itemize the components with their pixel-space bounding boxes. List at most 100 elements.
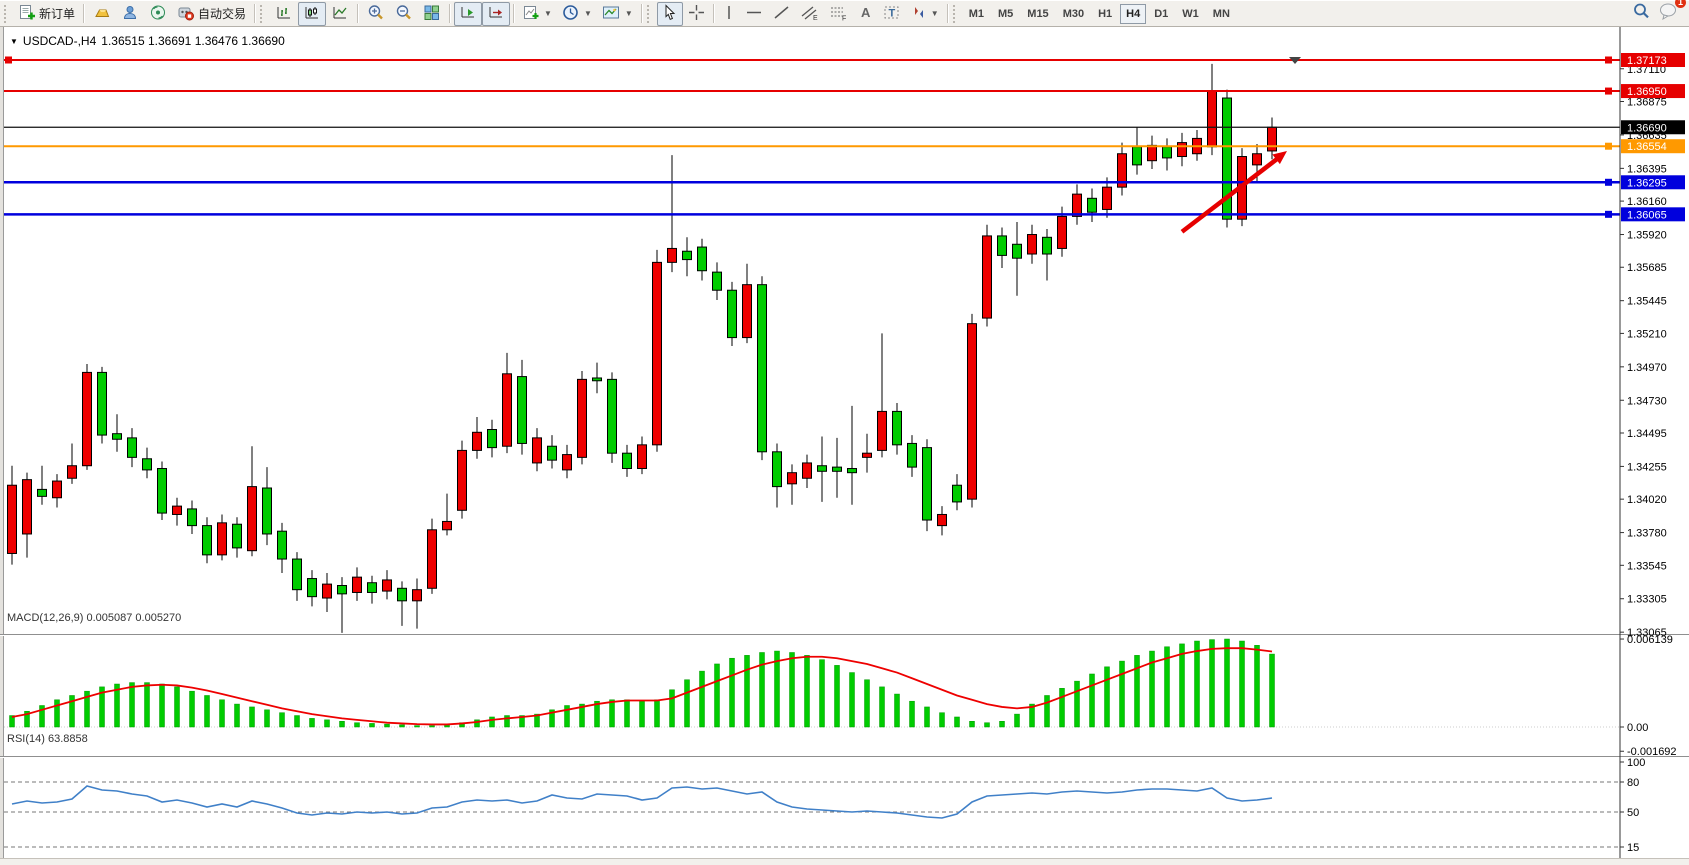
price-badge xyxy=(1621,120,1685,135)
crosshair-icon xyxy=(688,4,705,24)
candle-body xyxy=(802,462,812,479)
price-label: 1.34730 xyxy=(1627,395,1667,407)
search-icon[interactable] xyxy=(1632,2,1651,25)
timeframe-m15[interactable]: M15 xyxy=(1027,7,1049,20)
macd-bar xyxy=(129,682,135,728)
candle-body xyxy=(577,378,587,458)
bar-chart-type-button[interactable] xyxy=(270,2,298,26)
horizontal-lines-layer xyxy=(4,56,1620,218)
algo-trading-button[interactable]: 自动交易 xyxy=(172,2,251,26)
price-axis[interactable]: 1.371101.368751.366351.363951.361601.359… xyxy=(1619,27,1685,865)
timeframe-m5[interactable]: M5 xyxy=(998,7,1014,20)
horizontal-line-tool-button[interactable] xyxy=(740,2,768,26)
candle-body xyxy=(412,589,422,602)
price-badge-label: 1.36065 xyxy=(1627,209,1667,221)
candle-body xyxy=(532,437,542,464)
candle-body xyxy=(172,505,182,515)
new-order-button[interactable]: 新订单 xyxy=(14,2,80,26)
algo-trading-label: 自动交易 xyxy=(198,7,247,21)
gold-ingot-button[interactable] xyxy=(88,2,116,26)
timeframe-h4[interactable]: H4 xyxy=(1120,3,1147,24)
tile-windows-icon xyxy=(423,4,441,24)
candle-body xyxy=(382,579,392,592)
periods-button[interactable]: ▼ xyxy=(557,2,597,26)
candlestick-chart-icon xyxy=(303,4,321,24)
cursor-tool-button[interactable] xyxy=(656,1,683,26)
template-snapshot-button[interactable]: ▼ xyxy=(597,2,638,26)
new-chart-button[interactable]: ▼ xyxy=(518,2,557,26)
new-order-icon xyxy=(19,4,36,24)
equidistant-channel-tool-button[interactable]: E xyxy=(795,2,824,26)
text-label-tool-button[interactable]: T xyxy=(878,2,906,26)
vertical-line-tool-button[interactable] xyxy=(718,2,740,26)
toolbar-grip xyxy=(4,4,11,23)
candle-body xyxy=(142,458,152,471)
zoom-out-button[interactable] xyxy=(390,2,418,26)
timeframe-w1[interactable]: W1 xyxy=(1182,7,1199,20)
macd-bar xyxy=(1194,640,1200,728)
candle-body xyxy=(1072,193,1082,217)
candle-body xyxy=(202,525,212,556)
rsi-axis-label: 80 xyxy=(1627,777,1639,789)
hline-handle[interactable] xyxy=(1605,56,1612,64)
candle-body xyxy=(427,529,437,589)
tile-windows-button[interactable] xyxy=(418,2,446,26)
macd-bar xyxy=(669,689,675,728)
hline-handle[interactable] xyxy=(1605,87,1612,95)
macd-bar xyxy=(264,709,270,728)
timeframe-d1[interactable]: D1 xyxy=(1154,7,1169,20)
candle-body xyxy=(1132,146,1142,166)
auto-scroll-button[interactable] xyxy=(454,1,483,26)
chart-shift-marker[interactable] xyxy=(1289,57,1301,64)
notifications-icon[interactable]: 1 xyxy=(1659,0,1686,25)
macd-bar xyxy=(564,705,570,728)
candle-body xyxy=(937,513,947,527)
rsi-line xyxy=(11,785,1273,819)
separator xyxy=(640,4,643,23)
candlestick-chart-type-button[interactable] xyxy=(298,1,327,26)
chart-background xyxy=(0,27,1689,865)
candle-body xyxy=(982,235,992,319)
arrows-tool-button[interactable]: ▼ xyxy=(906,2,944,26)
crosshair-tool-button[interactable] xyxy=(683,2,710,26)
line-chart-type-button[interactable] xyxy=(326,2,354,26)
community-button[interactable] xyxy=(116,2,144,26)
price-badge-label: 1.36950 xyxy=(1627,86,1667,98)
timeframe-h1[interactable]: H1 xyxy=(1098,7,1113,20)
candle-body xyxy=(67,465,77,479)
macd-bar xyxy=(624,699,630,728)
algo-trading-icon xyxy=(177,4,195,24)
trendline-tool-button[interactable] xyxy=(768,2,795,26)
left-edge xyxy=(0,27,3,865)
fibonacci-tool-button[interactable]: F xyxy=(824,2,853,26)
hline-handle[interactable] xyxy=(1605,210,1612,218)
chart-title-collapse-icon[interactable]: ▼ xyxy=(10,36,18,46)
text-tool-button[interactable]: A xyxy=(853,2,878,26)
chart-canvas[interactable]: 1.371101.368751.366351.363951.361601.359… xyxy=(0,27,1689,865)
hline-handle[interactable] xyxy=(1605,178,1612,186)
candle-body xyxy=(352,576,362,593)
candle-body xyxy=(307,578,317,598)
price-label: 1.36160 xyxy=(1627,196,1667,208)
candle-body xyxy=(22,479,32,535)
price-label: 1.34970 xyxy=(1627,362,1667,374)
timeframe-m1[interactable]: M1 xyxy=(968,7,984,20)
macd-bar xyxy=(849,672,855,728)
signals-button[interactable] xyxy=(144,2,172,26)
chart-shift-button[interactable] xyxy=(482,1,511,26)
hline-handle[interactable] xyxy=(5,56,12,64)
macd-bar xyxy=(354,722,360,728)
zoom-in-button[interactable] xyxy=(362,2,390,26)
candle-body xyxy=(832,466,842,472)
candle-body xyxy=(847,468,857,474)
bar-chart-icon xyxy=(275,4,293,24)
macd-bar xyxy=(294,715,300,728)
candle-body xyxy=(1267,126,1277,152)
text-label-icon: T xyxy=(883,4,901,24)
trend-arrow[interactable] xyxy=(1180,150,1287,234)
timeframe-m30[interactable]: M30 xyxy=(1062,7,1085,20)
hline-handle[interactable] xyxy=(1605,142,1612,150)
macd-bar xyxy=(489,716,495,728)
macd-bar xyxy=(429,725,435,728)
timeframe-mn[interactable]: MN xyxy=(1212,7,1230,20)
